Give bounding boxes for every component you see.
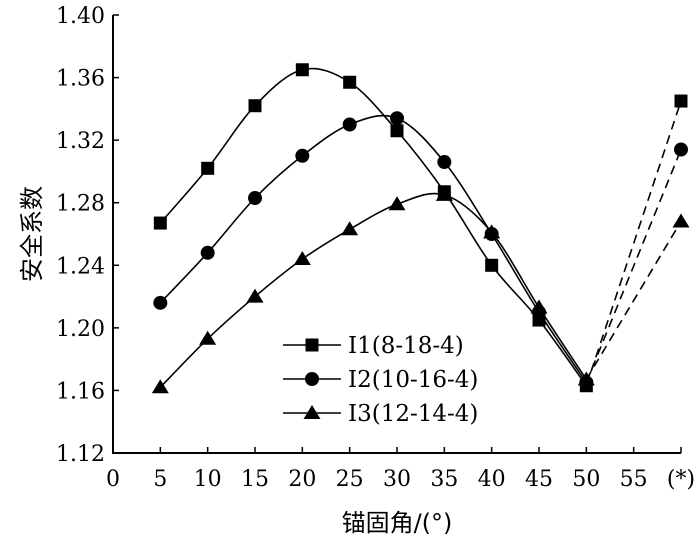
- series-dashed-1: [585, 100, 682, 386]
- y-tick-label: 1.28: [56, 192, 105, 217]
- series-curves: [159, 67, 682, 388]
- data-point-star: [674, 142, 688, 157]
- legend-label: I2(10-16-4): [348, 367, 478, 393]
- legend-marker: [305, 372, 319, 386]
- axes: 1.12 1.16 1.20 1.24 1.28 1.32 1.36 1.40 0 5 10 15 20…: [56, 4, 695, 492]
- y-axis-title: 安全系数: [18, 186, 46, 282]
- data-point: [201, 161, 215, 175]
- legend-label: I3(12-14-4): [348, 401, 478, 427]
- data-point: [343, 75, 357, 89]
- data-point: [248, 191, 262, 206]
- x-axis-title: 锚固角/(°): [342, 509, 453, 537]
- data-point: [342, 117, 357, 132]
- series-dashed-3: [585, 221, 682, 380]
- x-tick-label: 55: [620, 467, 648, 492]
- legend-entry: I1(8-18-4): [283, 333, 464, 359]
- x-tick-label: 15: [241, 467, 269, 492]
- legend-marker: [303, 405, 321, 419]
- series-dashed-2: [585, 149, 682, 383]
- x-tick-label: (*): [667, 467, 695, 492]
- data-point: [246, 288, 264, 303]
- data-point: [483, 224, 501, 239]
- y-tick-label: 1.36: [56, 67, 105, 92]
- series-line-3: [159, 192, 588, 388]
- data-point: [153, 295, 168, 310]
- data-point: [577, 371, 595, 386]
- x-tick-label: 40: [478, 467, 506, 492]
- x-tick-label: 5: [153, 467, 167, 492]
- data-point: [390, 111, 404, 126]
- data-point: [435, 186, 453, 201]
- data-point: [200, 245, 215, 260]
- data-point: [341, 221, 359, 236]
- x-tick-label: 10: [194, 467, 222, 492]
- data-point: [293, 251, 311, 266]
- y-tick-label: 1.32: [56, 129, 105, 154]
- data-point-star: [672, 213, 690, 228]
- y-tick-label: 1.40: [56, 4, 105, 29]
- legend: I1(8-18-4) I2(10-16-4) I3(12-14-4): [283, 333, 478, 427]
- x-tick-label: 50: [572, 467, 600, 492]
- data-point-star: [674, 94, 688, 108]
- series-markers: [151, 63, 690, 394]
- y-tick-label: 1.12: [56, 442, 105, 467]
- data-point: [437, 155, 452, 170]
- legend-entry: I2(10-16-4): [283, 367, 478, 393]
- legend-marker: [305, 338, 319, 352]
- data-point: [388, 196, 406, 211]
- x-tick-label: 0: [106, 467, 120, 492]
- legend-entry: I3(12-14-4): [283, 401, 478, 427]
- x-tick-label: 35: [430, 467, 458, 492]
- data-point: [153, 216, 167, 230]
- x-tick-label: 45: [525, 467, 553, 492]
- x-tick-label: 30: [383, 467, 411, 492]
- data-point: [248, 99, 262, 113]
- series-line-2: [159, 114, 587, 384]
- legend-label: I1(8-18-4): [348, 333, 464, 359]
- y-tick-label: 1.16: [56, 379, 105, 404]
- data-point: [295, 63, 309, 77]
- data-point: [530, 299, 548, 314]
- data-point: [390, 124, 404, 138]
- data-point: [199, 330, 217, 345]
- y-tick-label: 1.24: [56, 254, 105, 279]
- y-tick-label: 1.20: [56, 317, 105, 342]
- data-point: [295, 148, 310, 163]
- x-tick-label: 25: [336, 467, 364, 492]
- x-tick-label: 20: [288, 467, 316, 492]
- data-point: [485, 258, 499, 272]
- data-point: [151, 379, 169, 394]
